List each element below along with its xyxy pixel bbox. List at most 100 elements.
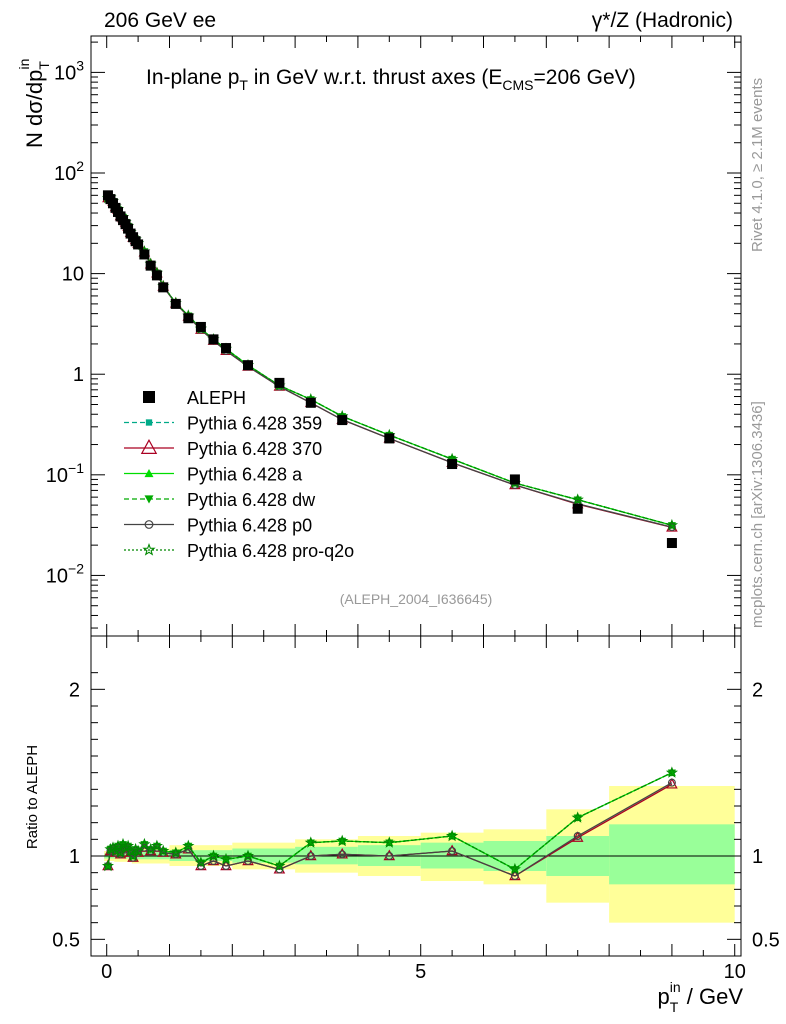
ratio-point-s5-0 [101,859,115,872]
plot-title-part-c: =206 GeV) [534,66,636,89]
ratio-line-series-5 [107,772,673,871]
legend-label-1: Pythia 6.428 370 [187,439,322,459]
ratio-point-s4-19 [196,861,205,870]
plot-title-sub2: CMS [502,77,533,93]
main-point-s4-30 [667,523,676,532]
ratio-point-s5-30 [665,766,678,778]
ratio-mc-series [101,766,678,881]
x-axis-label: pTin / GeV [657,979,743,1015]
data-point-25 [337,415,348,426]
ratio-point-s5-25 [336,834,349,847]
y-tick-label-1: 102 [54,158,84,185]
legend-label-2: Pythia 6.428 a [187,465,303,485]
svg-text:N dσ/dpTin: N dσ/dpTin [16,59,52,148]
ratio-point-s4-25 [338,850,347,859]
ratio-point-s5-29 [571,811,584,823]
plot-title-part-b: in GeV w.r.t. thrust axes (E [248,66,502,89]
y-tick-label-4: 10−1 [46,460,84,487]
ratio-y-label: Ratio to ALEPH [24,745,41,849]
plot-title-sub: T [239,77,248,93]
ratio-point-s5-14 [144,842,157,855]
main-data-points [102,190,677,549]
main-y-label-sup: in [16,59,32,70]
y-tick-label-base-5: 10 [46,565,68,587]
ratio-point-s5-22 [241,849,255,862]
legend-label-4: Pythia 6.428 p0 [187,516,312,536]
ratio-point-s4-24 [306,851,315,860]
legend-marker-4 [144,520,154,529]
ratio-tick-label-right-1: 1 [752,846,763,868]
ratio-point-s4-27 [448,846,457,855]
x-label-sub: T [670,999,679,1015]
legend-marker-3 [144,495,154,504]
y-tick-label-exp-5: −2 [68,560,84,576]
legend-marker-5 [142,542,156,556]
ratio-tick-label-left-1: 1 [69,846,80,868]
ratio-panel-frame [90,635,742,957]
y-tick-label-exp-0: 3 [76,57,84,73]
ratio-point-s5-16 [157,844,170,857]
y-tick-label-base-0: 10 [54,62,76,84]
data-point-23 [274,377,285,388]
legend-data-marker [143,391,155,403]
y-tick-label-base-2: 10 [62,264,84,286]
y-tick-label-0: 103 [54,57,84,84]
x-label-main: p [657,984,669,1009]
ratio-point-s4-26 [385,851,394,860]
ratio-point-s5-8 [121,839,135,852]
main-y-label-prefix: N dσ/dp [22,70,47,148]
ratio-tick-label-left-0: 0.5 [52,929,80,951]
x-label-suffix: / GeV [681,984,744,1009]
legend: ALEPH Pythia 6.428 359 Pythia 6.428 370 Pyt… [124,388,354,561]
data-point-30 [666,538,677,549]
y-tick-label-base-4: 10 [46,465,68,487]
ratio-point-s5-21 [220,852,233,865]
data-point-29 [572,503,583,514]
data-point-13 [139,249,150,260]
ratio-point-s5-28 [508,862,521,875]
header-left: 206 GeV ee [104,9,216,32]
ratio-point-s4-30 [667,778,676,787]
ratio-tick-label-right-2: 2 [752,679,763,701]
ratio-point-s4-29 [573,831,582,840]
ratio-point-s5-13 [138,837,151,850]
header-right-suffix: (Hadronic) [635,9,733,32]
main-point-s5-29 [571,493,584,505]
legend-marker-1 [140,438,158,454]
ratio-point-s5-15 [150,839,164,852]
ratio-point-s5-26 [383,836,396,848]
data-point-19 [195,321,206,332]
y-tick-label-exp-4: −1 [68,460,84,476]
data-point-22 [243,360,254,371]
ratio-point-s4-21 [222,861,231,870]
x-tick-label-0: 0 [101,961,112,983]
legend-data-label: ALEPH [187,388,246,408]
rivet-version-label: Rivet 4.1.0, ≥ 2.1M events [749,78,766,252]
ratio-point-s5-4 [111,839,125,852]
ratio-point-s5-3 [109,844,122,857]
ratio-point-s5-19 [194,856,207,868]
data-point-26 [384,433,395,444]
legend-marker-0 [145,419,153,426]
ratio-point-s5-17 [169,846,182,858]
plot-title: In-plane pT in GeV w.r.t. thrust axes (E… [146,66,636,93]
header-right: γ*/Z (Hadronic) [592,9,733,32]
legend-label-5: Pythia 6.428 pro-q2o [187,541,354,561]
x-tick-label-2: 10 [724,961,746,983]
data-point-15 [151,270,162,281]
ratio-point-s4-16 [159,848,168,857]
data-point-14 [145,260,156,271]
ratio-point-s4-17 [171,850,180,859]
data-point-18 [183,313,194,324]
main-y-label: N dσ/dpTin [16,59,52,148]
ratio-point-s5-23 [273,859,286,872]
legend-marker-2 [144,469,154,478]
ratio-uncertainty-bands [104,786,735,923]
ratio-point-s4-14 [146,846,155,855]
data-point-20 [208,334,219,345]
x-tick-label-1: 5 [415,961,426,983]
y-tick-label-3: 1 [73,364,84,386]
data-point-17 [170,298,181,309]
